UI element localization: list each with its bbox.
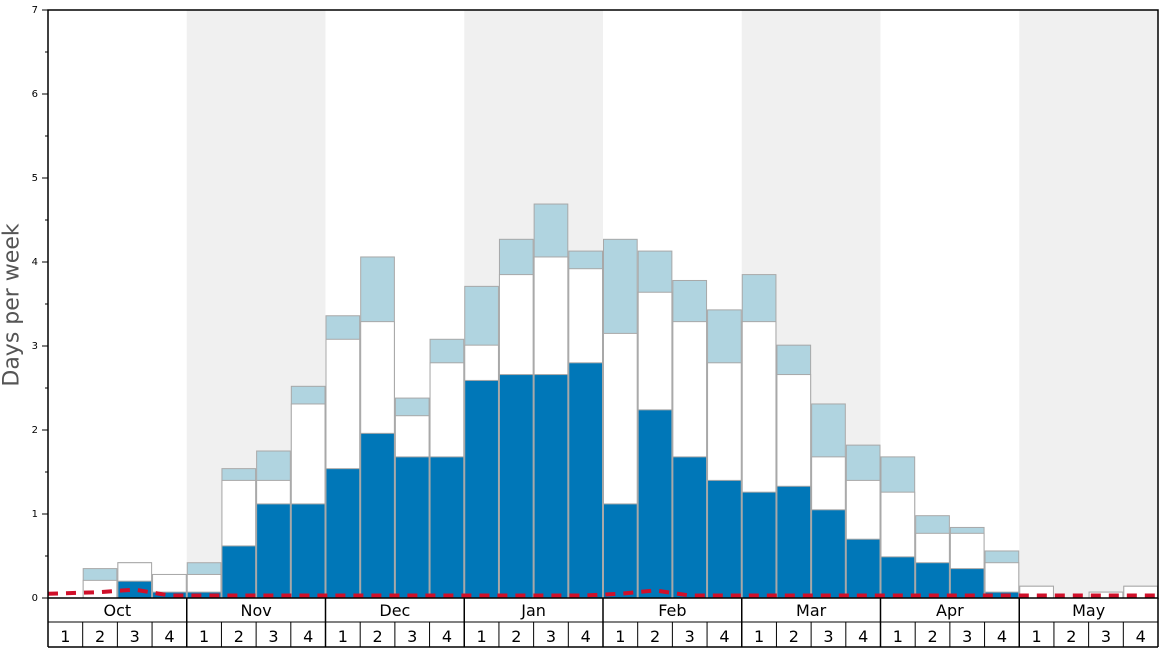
week-label: 4 [164, 627, 174, 646]
week-label: 2 [1066, 627, 1076, 646]
bar-series1-12 [464, 379, 499, 599]
month-label-dec: Dec [379, 601, 410, 620]
month-label-apr: Apr [936, 601, 964, 620]
week-label: 1 [754, 627, 764, 646]
y-tick-label-0: 0 [32, 593, 38, 604]
bar-series1-10 [394, 456, 430, 599]
bar-series1-6 [256, 503, 291, 599]
bar-series1-11 [429, 456, 465, 599]
bar-series1-26 [949, 568, 985, 599]
y-tick-label-7: 7 [32, 5, 38, 16]
week-label: 3 [685, 627, 695, 646]
month-label-mar: Mar [796, 601, 827, 620]
week-label: 4 [442, 627, 452, 646]
bar-series1-21 [776, 485, 812, 599]
week-label: 4 [581, 627, 591, 646]
y-tick-label-5: 5 [32, 173, 38, 184]
week-label: 2 [234, 627, 244, 646]
bar-series1-19 [707, 479, 742, 599]
week-label: 2 [372, 627, 382, 646]
week-label: 3 [823, 627, 833, 646]
bar-series1-25 [915, 562, 950, 599]
week-label: 1 [477, 627, 487, 646]
bar-series1-7 [290, 503, 326, 599]
week-label: 1 [615, 627, 625, 646]
bar-series1-8 [325, 468, 361, 599]
week-label: 3 [962, 627, 972, 646]
dashed-line [47, 587, 1158, 598]
y-tick-label-4: 4 [32, 257, 38, 268]
week-label: 3 [1101, 627, 1111, 646]
bar-series1-13 [498, 374, 534, 599]
bar-series1-24 [880, 556, 916, 599]
bar-series1-20 [741, 491, 777, 599]
month-label-nov: Nov [241, 601, 272, 620]
week-label: 4 [858, 627, 868, 646]
y-tick-label-3: 3 [32, 341, 38, 352]
week-label: 2 [927, 627, 937, 646]
week-label: 2 [789, 627, 799, 646]
week-label: 2 [511, 627, 521, 646]
week-label: 3 [407, 627, 417, 646]
month-label-feb: Feb [658, 601, 686, 620]
week-label: 1 [893, 627, 903, 646]
week-label: 4 [303, 627, 313, 646]
bar-series2-1 [82, 579, 118, 599]
week-label: 3 [546, 627, 556, 646]
week-label: 1 [338, 627, 348, 646]
bar-series1-22 [811, 509, 846, 599]
bar-series1-14 [533, 374, 569, 599]
week-label: 4 [1136, 627, 1146, 646]
bar-series1-17 [637, 409, 673, 599]
week-label: 1 [60, 627, 70, 646]
y-tick-label-1: 1 [32, 509, 38, 520]
week-label: 1 [1032, 627, 1042, 646]
month-label-oct: Oct [104, 601, 132, 620]
month-band-may [1019, 10, 1158, 598]
week-label: 3 [268, 627, 278, 646]
month-label-jan: Jan [520, 601, 546, 620]
week-label: 1 [199, 627, 209, 646]
week-label: 4 [997, 627, 1007, 646]
bar-series1-18 [672, 456, 708, 599]
y-tick-label-2: 2 [32, 425, 38, 436]
week-label: 4 [719, 627, 729, 646]
bar-series1-5 [221, 545, 257, 599]
week-label: 3 [130, 627, 140, 646]
bar-series1-16 [603, 503, 638, 599]
week-label: 2 [95, 627, 105, 646]
bar-series1-15 [568, 362, 603, 599]
week-label: 2 [650, 627, 660, 646]
bar-series1-23 [845, 538, 881, 599]
bar-series1-9 [360, 432, 395, 599]
y-tick-label-6: 6 [32, 89, 38, 100]
month-label-may: May [1072, 601, 1105, 620]
